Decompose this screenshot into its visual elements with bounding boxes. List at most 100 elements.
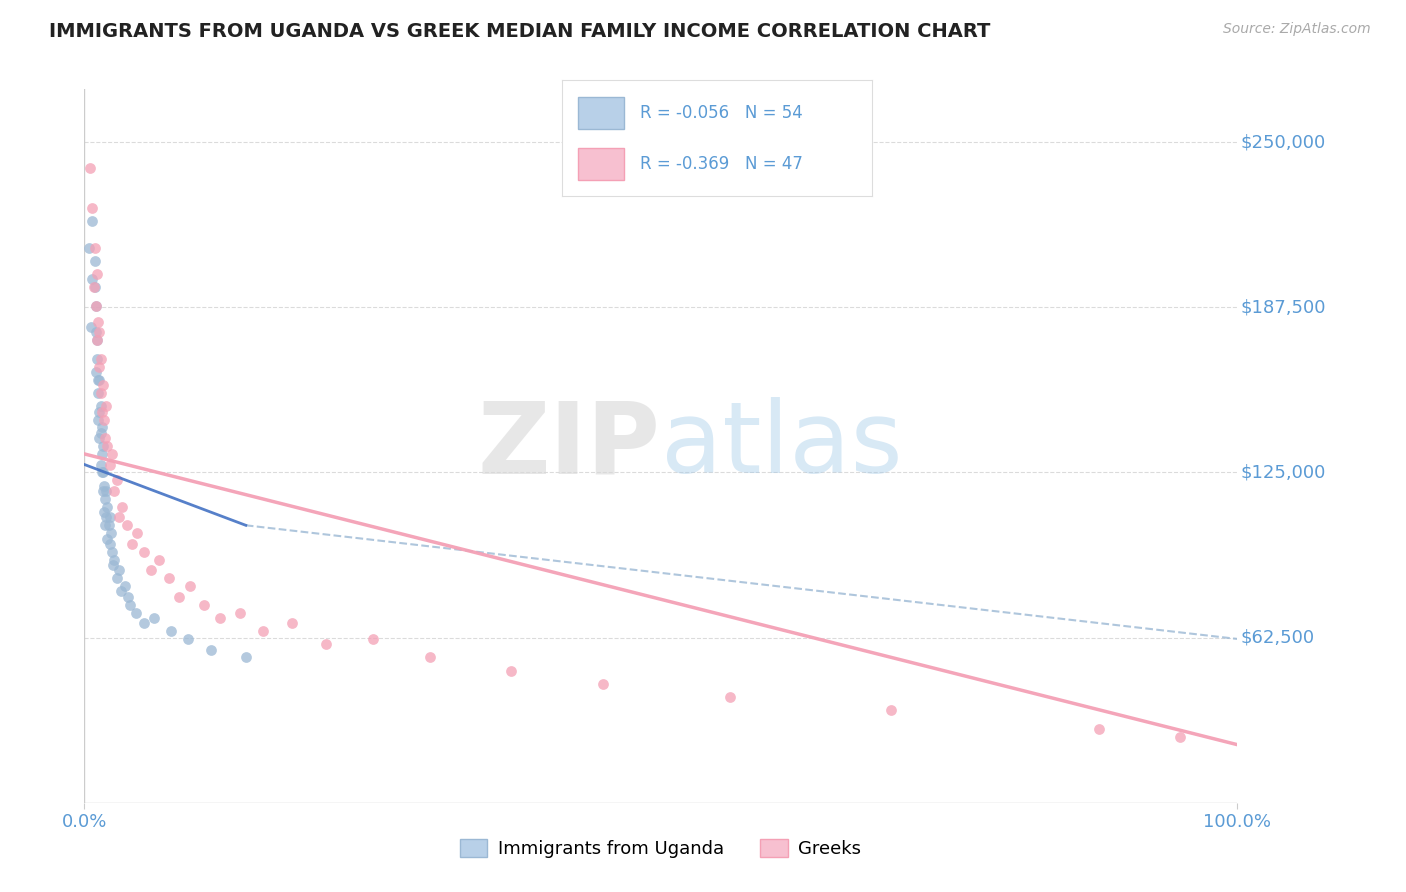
Point (83, 280, 105, 294)
Point (93, 478, 115, 492)
Point (86, 351, 108, 366)
Point (82, 272, 104, 286)
Point (100, 526, 122, 541)
Point (103, 552, 125, 566)
Point (93, 505, 115, 519)
Point (361, 632, 384, 646)
Point (117, 590, 139, 604)
Point (125, 606, 148, 620)
Point (177, 632, 200, 646)
Point (96, 483, 118, 498)
Point (97, 518, 120, 533)
Point (1088, 722, 1111, 736)
Point (96, 439, 118, 453)
Point (94, 491, 117, 506)
Point (80, 320, 103, 334)
Point (91, 439, 114, 453)
Point (86, 333, 108, 347)
Point (111, 500, 134, 514)
Point (84, 326, 107, 340)
Point (93, 412, 115, 426)
Point (94, 431, 117, 445)
Text: Source: ZipAtlas.com: Source: ZipAtlas.com (1223, 22, 1371, 37)
Point (121, 537, 143, 551)
Point (89, 326, 111, 340)
Point (235, 650, 257, 665)
Point (83, 280, 105, 294)
Point (91, 378, 114, 392)
Point (103, 558, 124, 572)
Point (89, 351, 111, 366)
Point (90, 466, 112, 480)
FancyBboxPatch shape (578, 147, 624, 180)
Point (83, 254, 105, 268)
Point (105, 474, 128, 488)
Text: R = -0.056   N = 54: R = -0.056 N = 54 (640, 103, 803, 121)
Point (89, 404, 111, 418)
Point (120, 598, 142, 612)
Point (157, 571, 180, 585)
Point (200, 642, 222, 657)
Point (89, 359, 111, 374)
Point (179, 579, 201, 593)
Text: $125,000: $125,000 (1240, 464, 1326, 482)
Point (87, 315, 110, 329)
Text: atlas: atlas (661, 398, 903, 494)
Point (134, 616, 156, 631)
Point (880, 703, 903, 717)
Point (148, 552, 170, 566)
Point (82, 201, 104, 215)
Point (103, 483, 125, 498)
Point (193, 598, 215, 612)
Point (94, 518, 117, 533)
Point (315, 637, 337, 651)
Point (281, 616, 304, 631)
Point (98, 510, 121, 524)
Point (209, 611, 232, 625)
Point (96, 510, 118, 524)
Point (87, 386, 110, 401)
Point (101, 545, 124, 559)
Text: IMMIGRANTS FROM UGANDA VS GREEK MEDIAN FAMILY INCOME CORRELATION CHART: IMMIGRANTS FROM UGANDA VS GREEK MEDIAN F… (49, 22, 991, 41)
Point (101, 447, 124, 461)
Point (229, 606, 252, 620)
Point (167, 590, 190, 604)
Point (98, 537, 121, 551)
Point (96, 400, 118, 414)
Point (108, 510, 131, 524)
Point (84, 299, 107, 313)
Point (89, 386, 111, 401)
Text: R = -0.369   N = 47: R = -0.369 N = 47 (640, 155, 803, 173)
Point (127, 526, 149, 541)
Point (108, 563, 131, 577)
Point (592, 677, 614, 691)
Point (105, 571, 128, 585)
Point (114, 579, 136, 593)
Point (110, 584, 132, 599)
Point (96, 532, 118, 546)
Point (87, 412, 110, 426)
Point (86, 267, 108, 281)
Point (134, 545, 156, 559)
Point (90, 404, 112, 418)
Point (84, 365, 107, 379)
Point (115, 518, 138, 533)
Point (89, 373, 111, 387)
Point (141, 563, 163, 577)
Point (87, 373, 110, 387)
Point (252, 624, 274, 638)
Point (82, 214, 104, 228)
Point (77, 241, 100, 255)
Point (160, 624, 183, 638)
Point (89, 458, 111, 472)
Point (98, 458, 121, 472)
Point (91, 483, 114, 498)
Point (90, 447, 112, 461)
Point (79, 161, 101, 176)
Point (419, 650, 441, 665)
Point (90, 420, 112, 434)
Point (91, 466, 114, 480)
Point (83, 241, 105, 255)
Point (89, 400, 111, 414)
Point (718, 690, 741, 704)
